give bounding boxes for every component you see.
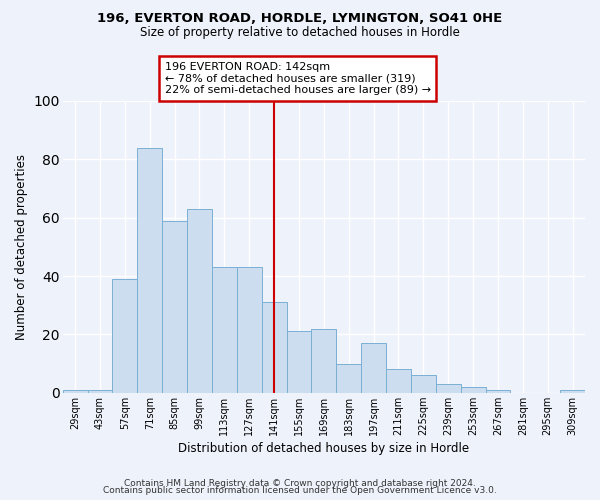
Text: Size of property relative to detached houses in Hordle: Size of property relative to detached ho… bbox=[140, 26, 460, 39]
Bar bbox=[311, 328, 336, 393]
Bar bbox=[262, 302, 287, 393]
Bar bbox=[187, 209, 212, 393]
Bar bbox=[411, 376, 436, 393]
Bar bbox=[237, 268, 262, 393]
Bar bbox=[137, 148, 162, 393]
Text: 196, EVERTON ROAD, HORDLE, LYMINGTON, SO41 0HE: 196, EVERTON ROAD, HORDLE, LYMINGTON, SO… bbox=[97, 12, 503, 26]
Bar bbox=[287, 332, 311, 393]
Bar bbox=[485, 390, 511, 393]
Bar bbox=[88, 390, 112, 393]
Bar bbox=[386, 370, 411, 393]
Bar bbox=[63, 390, 88, 393]
Bar bbox=[336, 364, 361, 393]
Text: Contains HM Land Registry data © Crown copyright and database right 2024.: Contains HM Land Registry data © Crown c… bbox=[124, 478, 476, 488]
Bar bbox=[461, 387, 485, 393]
Bar bbox=[361, 343, 386, 393]
Text: 196 EVERTON ROAD: 142sqm
← 78% of detached houses are smaller (319)
22% of semi-: 196 EVERTON ROAD: 142sqm ← 78% of detach… bbox=[164, 62, 431, 95]
Bar bbox=[436, 384, 461, 393]
Text: Contains public sector information licensed under the Open Government Licence v3: Contains public sector information licen… bbox=[103, 486, 497, 495]
Bar bbox=[212, 268, 237, 393]
Bar bbox=[162, 220, 187, 393]
X-axis label: Distribution of detached houses by size in Hordle: Distribution of detached houses by size … bbox=[178, 442, 469, 455]
Bar bbox=[112, 279, 137, 393]
Y-axis label: Number of detached properties: Number of detached properties bbox=[15, 154, 28, 340]
Bar bbox=[560, 390, 585, 393]
